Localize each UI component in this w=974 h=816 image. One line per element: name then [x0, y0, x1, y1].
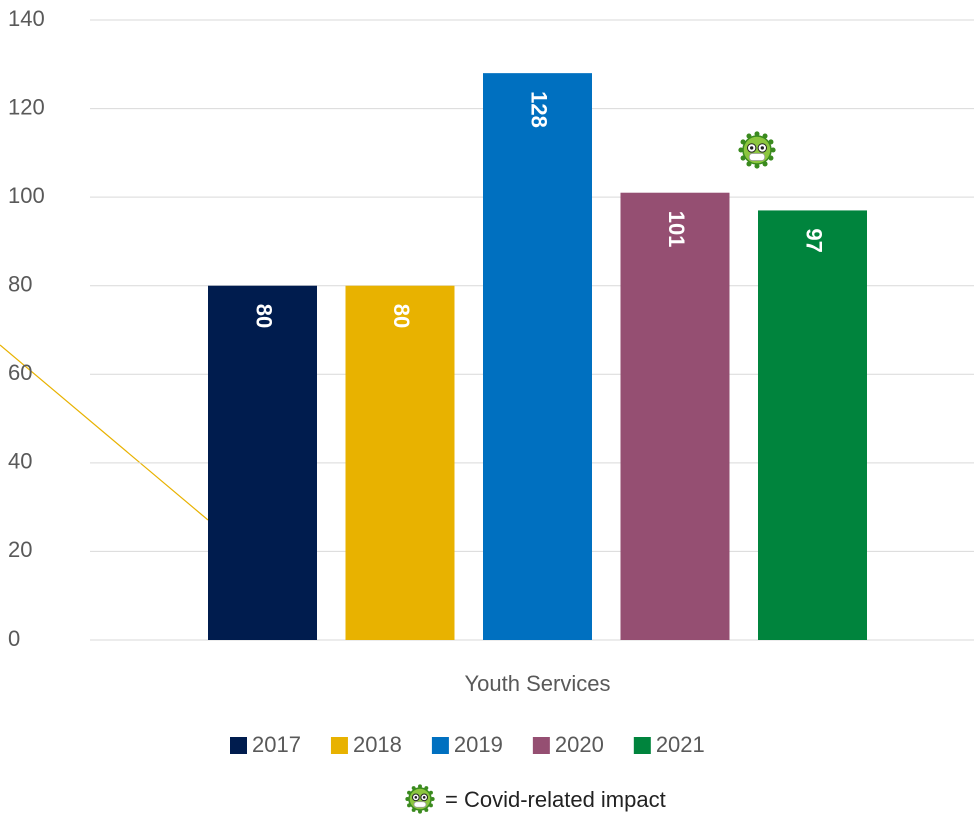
- data-label: 128: [527, 91, 552, 128]
- y-tick-label: 100: [8, 183, 45, 208]
- bar: [483, 73, 592, 640]
- legend-swatch: [230, 737, 247, 754]
- legend-label: 2018: [353, 732, 402, 757]
- data-label: 80: [389, 304, 414, 328]
- x-tick-label: Youth Services: [465, 671, 611, 696]
- y-tick-label: 80: [8, 272, 32, 297]
- data-label: 97: [802, 228, 827, 252]
- y-tick-label: 140: [8, 6, 45, 31]
- mask: [413, 801, 427, 808]
- y-tick-label: 40: [8, 449, 32, 474]
- legend-swatch: [532, 737, 550, 754]
- spike: [754, 163, 760, 169]
- y-tick-label: 120: [8, 94, 45, 119]
- mask: [748, 153, 766, 161]
- covid-icon: [738, 131, 776, 169]
- bar: [345, 285, 455, 640]
- pupil: [750, 146, 754, 150]
- pupil: [760, 146, 764, 150]
- y-tick-label: 20: [8, 537, 32, 562]
- legend-swatch: [330, 737, 348, 754]
- spike: [754, 131, 760, 137]
- pupil: [422, 796, 426, 799]
- legend-label: 2021: [656, 732, 705, 757]
- legend-label: 2017: [252, 732, 301, 757]
- legend-label: 2020: [555, 732, 604, 757]
- bar: [208, 285, 317, 640]
- pupil: [414, 796, 418, 799]
- data-label: 80: [252, 304, 277, 328]
- bar: [758, 210, 867, 640]
- bar: [620, 192, 730, 640]
- legend-swatch: [431, 737, 449, 754]
- spike: [770, 147, 776, 153]
- y-tick-label: 60: [8, 360, 32, 385]
- legend-swatch: [633, 737, 651, 754]
- covid-icon: [405, 784, 435, 814]
- legend-note: = Covid-related impact: [445, 787, 666, 812]
- spike: [738, 147, 744, 153]
- legend-label: 2019: [454, 732, 503, 757]
- data-label: 101: [664, 211, 689, 248]
- y-tick-label: 0: [8, 626, 20, 651]
- decor-line: [0, 344, 209, 521]
